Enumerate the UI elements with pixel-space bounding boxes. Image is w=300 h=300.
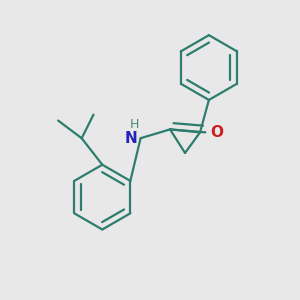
Text: H: H: [130, 118, 139, 131]
Text: O: O: [210, 125, 223, 140]
Text: N: N: [125, 131, 138, 146]
